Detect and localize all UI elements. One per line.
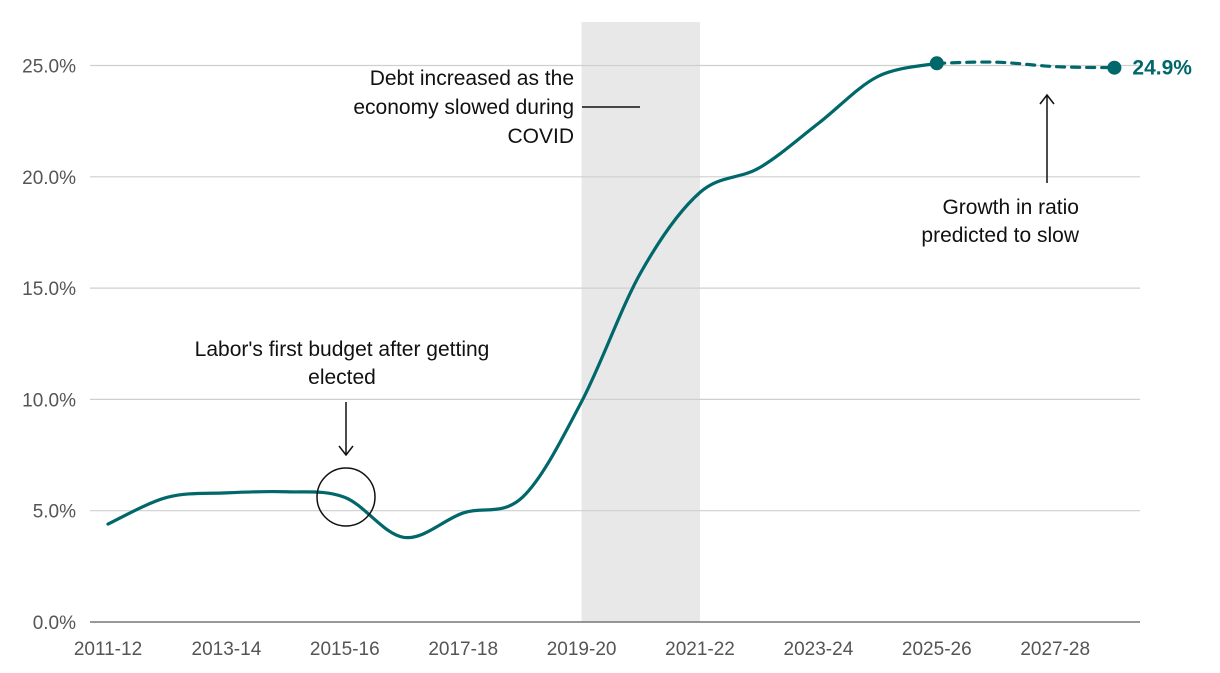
x-tick-label: 2019-20 <box>547 639 617 660</box>
x-tick-label: 2015-16 <box>310 639 380 660</box>
shaded-band <box>581 22 700 622</box>
x-axis-ticks: 2011-12 2013-14 2015-16 2017-18 2019-20 2021-… <box>74 639 1090 660</box>
y-tick-label: 15.0% <box>22 279 76 300</box>
y-tick-label: 10.0% <box>22 390 76 411</box>
series-line-actual <box>106 61 939 540</box>
x-tick-label: 2021-22 <box>665 639 735 660</box>
annotation-labor-circle <box>316 467 376 527</box>
y-tick-label: 25.0% <box>22 57 76 78</box>
annotation-labor: Labor's first budget after getting elect… <box>195 338 490 527</box>
x-tick-label: 2023-24 <box>784 639 854 660</box>
series-line-forecast <box>935 60 1116 70</box>
y-tick-label: 20.0% <box>22 168 76 189</box>
annotation-forecast: Growth in ratio predicted to slow <box>921 93 1080 247</box>
x-tick-label: 2027-28 <box>1020 639 1090 660</box>
annotation-forecast-line-1: Growth in ratio <box>942 196 1079 219</box>
annotation-covid: Debt increased as the economy slowed dur… <box>353 67 640 148</box>
y-tick-label: 0.0% <box>33 613 76 634</box>
annotation-covid-line-1: Debt increased as the <box>370 67 574 90</box>
x-tick-label: 2025-26 <box>902 639 972 660</box>
x-tick-label: 2011-12 <box>74 639 142 660</box>
annotation-covid-line-3: COVID <box>507 125 574 148</box>
y-axis-ticks: 0.0% 5.0% 10.0% 15.0% 20.0% 25.0% <box>22 57 76 635</box>
annotation-forecast-line-2: predicted to slow <box>921 224 1079 247</box>
annotation-labor-arrow-head <box>338 445 354 457</box>
gridlines <box>90 64 1140 623</box>
annotation-covid-line-2: economy slowed during <box>353 96 574 119</box>
y-tick-label: 5.0% <box>33 502 76 523</box>
forecast-start-point <box>929 56 944 71</box>
annotation-labor-line-2: elected <box>308 366 376 389</box>
x-tick-label: 2013-14 <box>192 639 262 660</box>
end-value-label: 24.9% <box>1132 57 1192 80</box>
forecast-end-point <box>1107 60 1122 75</box>
x-tick-label: 2017-18 <box>428 639 498 660</box>
series-layer <box>106 60 1116 540</box>
points-layer <box>929 56 1122 75</box>
annotation-forecast-arrow-head <box>1039 93 1055 105</box>
annotation-labor-line-1: Labor's first budget after getting <box>195 338 490 361</box>
